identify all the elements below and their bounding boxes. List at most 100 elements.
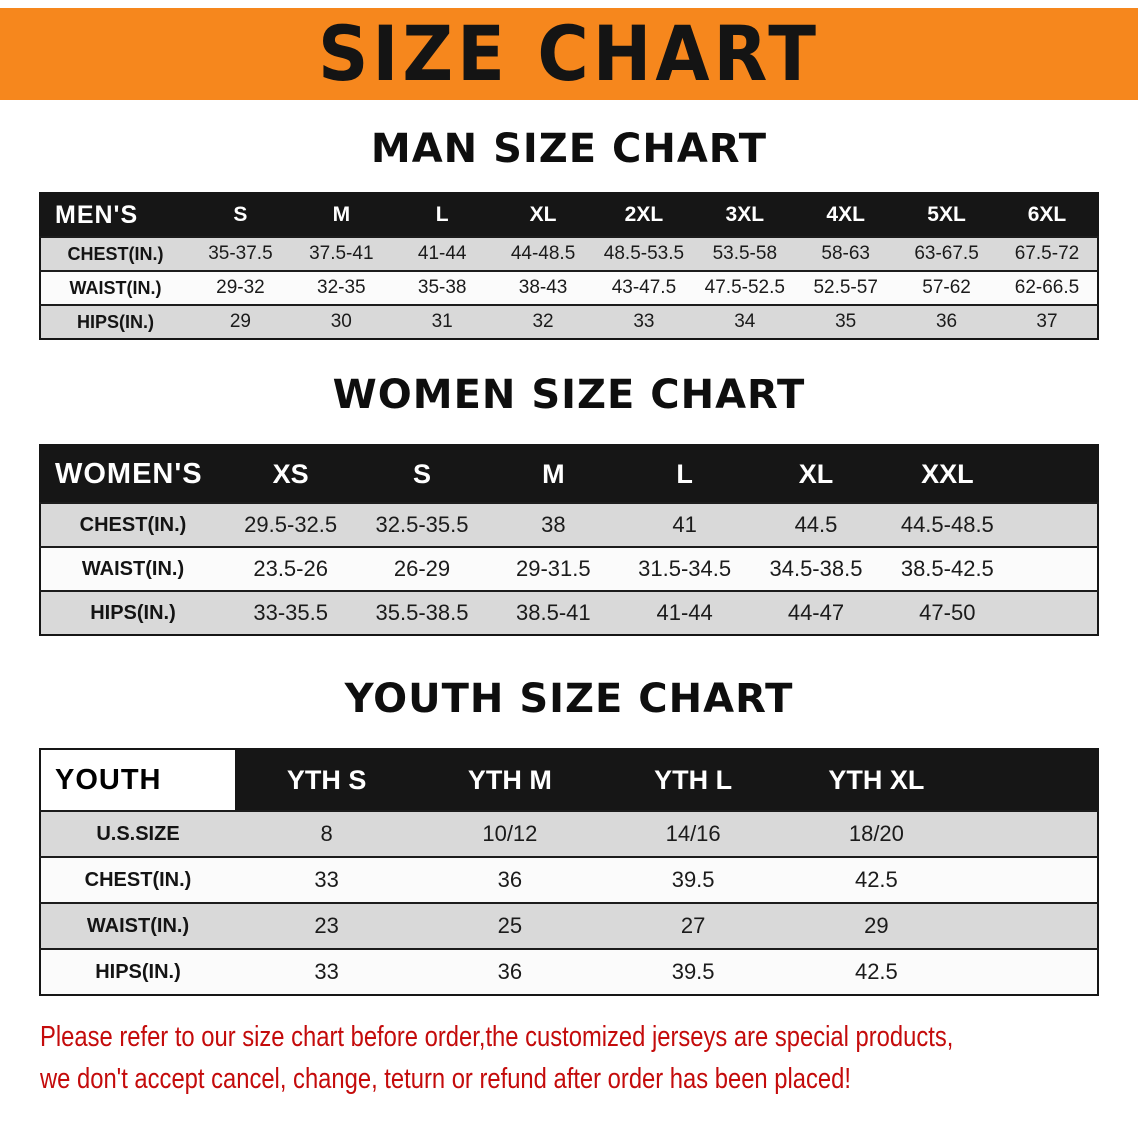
- size-value-cell: 57-62: [896, 270, 997, 305]
- size-column-header: XL: [529, 203, 557, 226]
- size-column-header: YTH L: [654, 764, 733, 795]
- size-value-cell: 43-47.5: [593, 270, 695, 305]
- spacer-cell: [968, 810, 1098, 857]
- size-value-cell: 10/12: [418, 810, 602, 857]
- size-value-cell: 36: [418, 948, 602, 995]
- size-value-cell: 35-37.5: [190, 236, 291, 271]
- table-title-cell: YOUTH: [40, 749, 235, 811]
- size-value-cell: 63-67.5: [896, 236, 997, 271]
- size-value-cell: 33-35.5: [225, 590, 357, 635]
- size-value-cell: 39.5: [601, 948, 785, 995]
- measurement-row: CHEST(IN.) 33 36 39.5 42.5: [40, 856, 1098, 903]
- size-value-cell: 34.5-38.5: [750, 546, 882, 591]
- men-size-section: MAN SIZE CHART MEN'S S M L XL 2XL 3XL 4XL 5XL 6XL…: [0, 126, 1138, 340]
- measurement-row: CHEST(IN.) 29.5-32.5 32.5-35.5 38 41 44.5 44.5…: [40, 502, 1098, 547]
- size-value-cell: 41-44: [618, 590, 751, 635]
- size-column-header: YTH S: [286, 764, 367, 795]
- women-size-table: WOMEN'S XS S M L XL XXL CHEST(IN.) 29.5-32.5 32.5…: [39, 444, 1099, 636]
- size-value-cell: 35-38: [391, 270, 493, 305]
- size-value-cell: 31.5-34.5: [618, 546, 751, 591]
- size-value-cell: 44-47: [750, 590, 882, 635]
- size-value-cell: 33: [235, 948, 419, 995]
- measurement-row: WAIST(IN.) 23 25 27 29: [40, 902, 1098, 949]
- measurement-label: WAIST(IN.): [40, 902, 235, 949]
- size-value-cell: 18/20: [784, 810, 968, 857]
- measurement-label: CHEST(IN.): [40, 502, 225, 547]
- size-value-cell: 23.5-26: [225, 546, 357, 591]
- youth-size-table: YOUTH YTH S YTH M YTH L YTH XL U.S.SIZE 8 10/12…: [39, 748, 1099, 996]
- size-value-cell: 58-63: [795, 236, 897, 271]
- measurement-label: HIPS(IN.): [40, 304, 190, 339]
- measurement-label: WAIST(IN.): [40, 546, 225, 591]
- spacer-cell: [968, 948, 1098, 995]
- measurement-label: CHEST(IN.): [40, 856, 235, 903]
- size-value-cell: 30: [290, 304, 392, 339]
- size-column-header: XS: [272, 458, 309, 489]
- women-size-section: WOMEN SIZE CHART WOMEN'S XS S M L XL XXL CHEST(…: [0, 372, 1138, 636]
- size-value-cell: 32-35: [290, 270, 392, 305]
- notice-line-2: we don't accept cancel, change, teturn o…: [40, 1063, 851, 1095]
- size-value-cell: 48.5-53.5: [593, 236, 695, 271]
- size-value-cell: 34: [694, 304, 796, 339]
- size-value-cell: 29-32: [190, 270, 291, 305]
- size-value-cell: 35.5-38.5: [356, 590, 488, 635]
- youth-section-heading: YOUTH SIZE CHART: [344, 676, 794, 722]
- size-value-cell: 32: [492, 304, 594, 339]
- size-column-header: XL: [798, 458, 834, 489]
- size-value-cell: 41-44: [391, 236, 493, 271]
- size-value-cell: 42.5: [784, 948, 968, 995]
- spacer-cell: [968, 902, 1098, 949]
- size-column-header: XXL: [921, 458, 974, 489]
- size-column-header: 2XL: [624, 203, 664, 226]
- spacer-cell: [968, 749, 1098, 811]
- measurement-row: CHEST(IN.) 35-37.5 37.5-41 41-44 44-48.5 48.5…: [40, 236, 1098, 271]
- size-column-header: YTH M: [467, 764, 552, 795]
- size-value-cell: 23: [235, 902, 419, 949]
- size-value-cell: 52.5-57: [795, 270, 897, 305]
- size-value-cell: 62-66.5: [997, 270, 1098, 305]
- spacer-cell: [1013, 502, 1098, 547]
- size-value-cell: 29-31.5: [487, 546, 619, 591]
- spacer-cell: [1013, 445, 1098, 503]
- size-value-cell: 37.5-41: [290, 236, 392, 271]
- men-section-heading: MAN SIZE CHART: [370, 126, 768, 172]
- spacer-cell: [1013, 590, 1098, 635]
- size-value-cell: 41: [618, 502, 751, 547]
- size-value-cell: 33: [593, 304, 695, 339]
- spacer-cell: [968, 856, 1098, 903]
- size-value-cell: 47-50: [881, 590, 1013, 635]
- size-value-cell: 38.5-42.5: [881, 546, 1013, 591]
- size-column-header: L: [435, 203, 449, 226]
- youth-size-section: YOUTH SIZE CHART YOUTH YTH S YTH M YTH L YTH…: [0, 676, 1138, 996]
- size-value-cell: 29.5-32.5: [225, 502, 357, 547]
- measurement-label: HIPS(IN.): [40, 590, 225, 635]
- size-value-cell: 44.5: [750, 502, 882, 547]
- size-column-header: 6XL: [1027, 203, 1067, 226]
- size-value-cell: 67.5-72: [997, 236, 1098, 271]
- page-title: SIZE CHART: [317, 9, 821, 99]
- banner: SIZE CHART: [0, 8, 1138, 100]
- table-title-cell: MEN'S: [55, 200, 139, 229]
- size-value-cell: 47.5-52.5: [694, 270, 796, 305]
- measurement-row: HIPS(IN.) 33-35.5 35.5-38.5 38.5-41 41-44 44-…: [40, 590, 1098, 635]
- size-column-header: YTH XL: [828, 764, 925, 795]
- size-column-header: 5XL: [927, 203, 966, 226]
- women-section-heading: WOMEN SIZE CHART: [332, 372, 806, 418]
- measurement-row: WAIST(IN.) 29-32 32-35 35-38 38-43 43-47.5 47.…: [40, 270, 1098, 305]
- table-header-row: YOUTH YTH S YTH M YTH L YTH XL: [40, 749, 1098, 811]
- size-value-cell: 14/16: [601, 810, 785, 857]
- size-column-header: 3XL: [725, 203, 765, 226]
- size-column-header: M: [542, 458, 565, 489]
- size-value-cell: 42.5: [784, 856, 968, 903]
- spacer-cell: [1013, 546, 1098, 591]
- size-value-cell: 32.5-35.5: [356, 502, 488, 547]
- size-value-cell: 26-29: [356, 546, 488, 591]
- order-notice: Please refer to our size chart before or…: [40, 1016, 1138, 1100]
- size-value-cell: 31: [391, 304, 493, 339]
- notice-line-1: Please refer to our size chart before or…: [40, 1021, 954, 1053]
- table-header-row: MEN'S S M L XL 2XL 3XL 4XL 5XL 6XL: [40, 193, 1098, 237]
- measurement-label: CHEST(IN.): [40, 236, 190, 271]
- size-value-cell: 39.5: [601, 856, 785, 903]
- measurement-row: HIPS(IN.) 33 36 39.5 42.5: [40, 948, 1098, 995]
- measurement-label: HIPS(IN.): [40, 948, 235, 995]
